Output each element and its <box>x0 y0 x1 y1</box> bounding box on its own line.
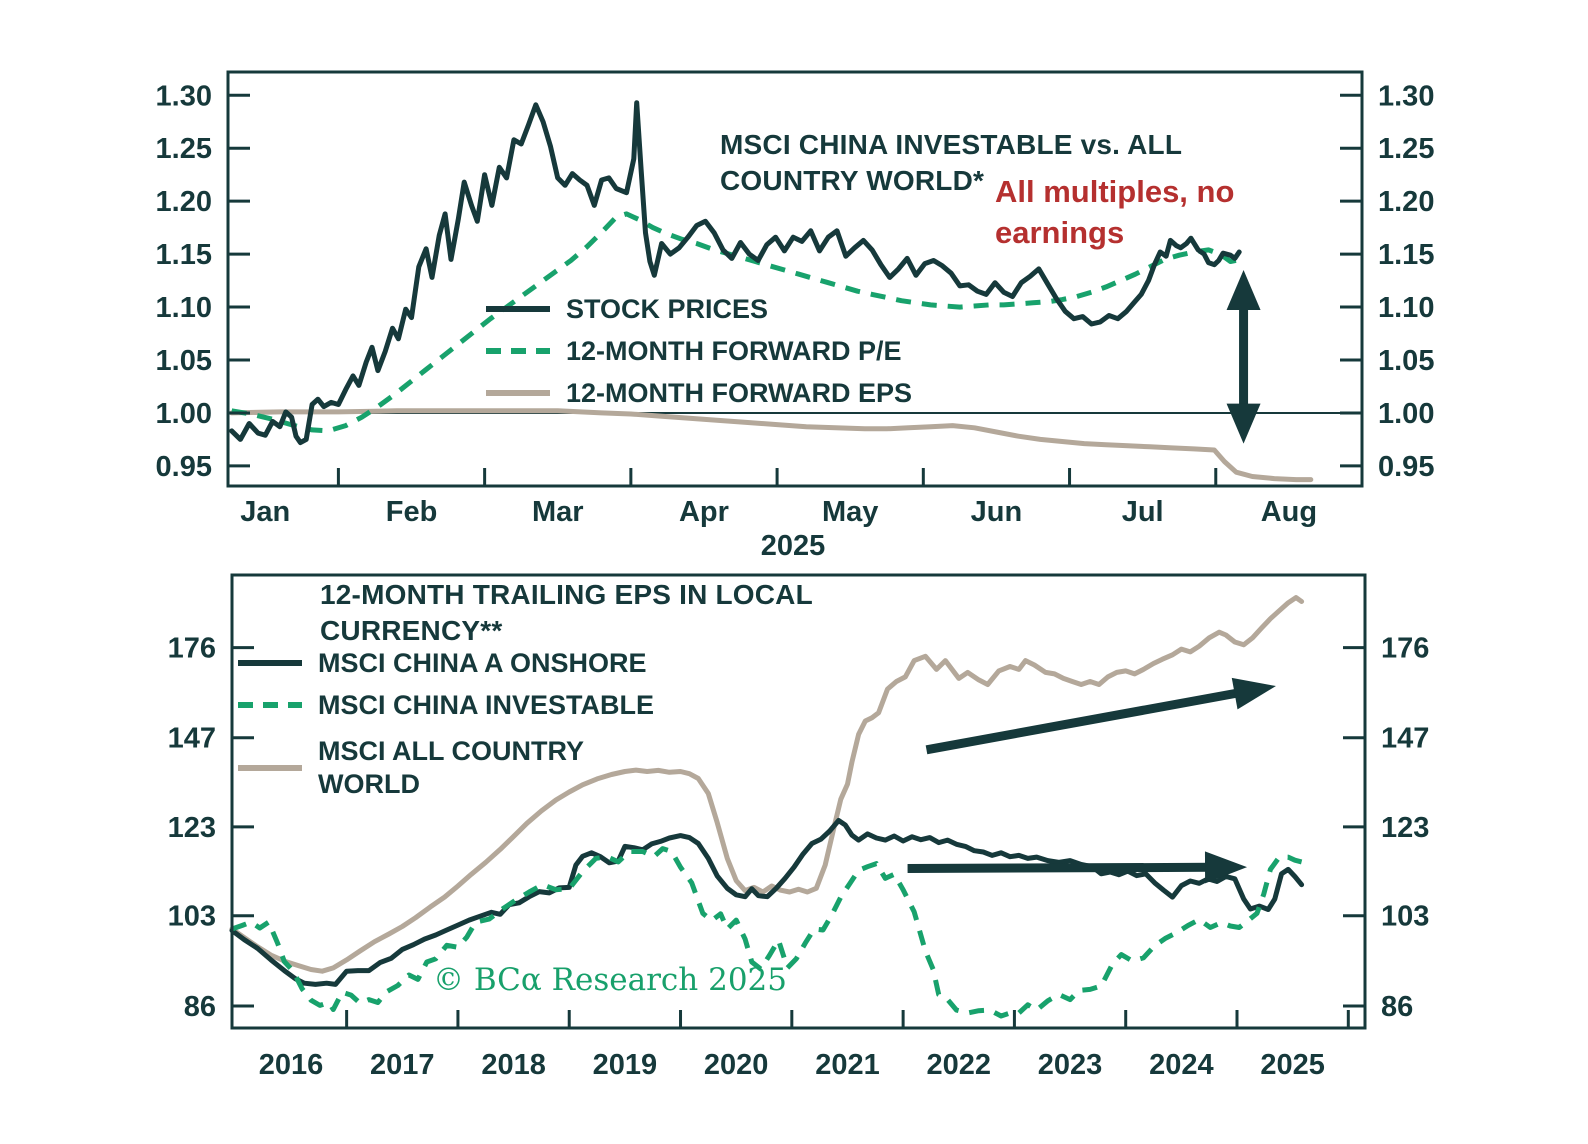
bottom-xtick-label: 2025 <box>1260 1049 1325 1081</box>
top-chart-title-line1: MSCI CHINA INVESTABLE vs. ALL <box>720 129 1183 160</box>
top-xtick-label: Jul <box>1122 496 1164 528</box>
top-ytick-label-left: 1.00 <box>156 398 212 430</box>
top-legend-label-stock: STOCK PRICES <box>566 293 769 324</box>
forward-eps-line-swatch <box>486 390 550 396</box>
bottom-plot-frame <box>230 573 1367 1030</box>
top-series-eps-line <box>229 408 1314 483</box>
top-ytick-label-right: 0.95 <box>1378 451 1434 483</box>
bottom-chart-title: 12-MONTH TRAILING EPS IN LOCAL CURRENCY*… <box>320 577 813 649</box>
top-xtick-label: Feb <box>386 496 438 528</box>
top-ytick-label-right: 1.15 <box>1378 239 1434 271</box>
bottom-xtick-label: 2016 <box>259 1049 324 1081</box>
china-a-onshore-line-swatch <box>238 660 302 666</box>
top-xtick-label: Aug <box>1261 496 1317 528</box>
bottom-series-acworld-line <box>229 595 1305 974</box>
bottom-ytick-label-right: 147 <box>1381 723 1429 755</box>
top-xtick-label: Jan <box>240 496 290 528</box>
all-country-world-line-swatch <box>238 765 302 771</box>
bottom-legend-label-investable: MSCI CHINA INVESTABLE <box>318 689 655 720</box>
bottom-ytick-label-right: 86 <box>1381 991 1413 1023</box>
bottom-xtick-label: 2019 <box>593 1049 658 1081</box>
trend-arrow-shaft <box>907 862 1212 873</box>
bottom-chart-panel: 86 86 103 103 123 123 147 147 176 176 2016 2017 2018… <box>168 573 1429 1081</box>
top-chart-title-line2: COUNTRY WORLD* <box>720 165 985 196</box>
bottom-xtick-label: 2023 <box>1038 1049 1103 1081</box>
top-xtick-label: Jun <box>971 496 1023 528</box>
bottom-ytick-label-right: 103 <box>1381 901 1429 933</box>
bottom-legend-label-onshore: MSCI CHINA A ONSHORE <box>318 647 647 678</box>
annotation-line1: All multiples, no <box>995 174 1235 209</box>
top-ytick-label-left: 1.05 <box>156 345 212 377</box>
top-ytick-label-right: 1.25 <box>1378 133 1434 165</box>
trend-arrow-head <box>1204 851 1248 884</box>
top-ytick-label-left: 1.30 <box>156 80 212 112</box>
bottom-series-onshore-line <box>229 818 1305 987</box>
bottom-xtick-label: 2021 <box>815 1049 880 1081</box>
stock-prices-line-swatch <box>486 306 550 312</box>
top-xtick-label: Apr <box>679 496 729 528</box>
top-legend-item-forward-pe: 12-MONTH FORWARD P/E <box>486 330 902 372</box>
bottom-ytick-label-left: 123 <box>168 812 216 844</box>
bottom-series-investable-line <box>231 846 1303 1019</box>
bottom-ytick-label-left: 147 <box>168 723 216 755</box>
bottom-xtick-label: 2022 <box>927 1049 992 1081</box>
bottom-ytick-label-right: 176 <box>1381 633 1429 665</box>
bottom-xtick-label: 2017 <box>370 1049 435 1081</box>
top-ytick-label-right: 1.30 <box>1378 80 1434 112</box>
top-legend-label-eps: 12-MONTH FORWARD EPS <box>566 377 913 408</box>
top-xtick-label: Mar <box>532 496 584 528</box>
bottom-ytick-label-left: 176 <box>168 633 216 665</box>
top-ytick-label-left: 1.20 <box>156 186 212 218</box>
double-arrow-head-down <box>1226 403 1261 444</box>
bottom-legend-label-acworld-line2: WORLD <box>318 769 420 799</box>
top-chart-xaxis-year: 2025 <box>760 530 826 562</box>
top-legend-item-forward-eps: 12-MONTH FORWARD EPS <box>486 372 912 414</box>
top-ytick-label-right: 1.10 <box>1378 292 1434 324</box>
china-investable-line-swatch <box>238 702 302 708</box>
top-legend-item-stock-prices: STOCK PRICES <box>486 288 768 330</box>
bottom-xtick-label: 2018 <box>481 1049 546 1081</box>
bottom-xtick-label: 2020 <box>704 1049 769 1081</box>
top-chart-annotation: All multiples, no earnings <box>995 171 1234 253</box>
forward-pe-line-swatch <box>486 348 550 354</box>
bottom-legend-item-china-investable: MSCI CHINA INVESTABLE <box>238 684 654 726</box>
top-plot-frame <box>226 70 1364 488</box>
bca-research-copyright: © BCα Research 2025 <box>432 962 788 998</box>
top-ytick-label-right: 1.20 <box>1378 186 1434 218</box>
bottom-ytick-label-left: 86 <box>184 991 216 1023</box>
bottom-chart-title-line2: CURRENCY** <box>320 615 503 646</box>
bottom-ytick-label-right: 123 <box>1381 812 1429 844</box>
bottom-legend-label-acworld-line1: MSCI ALL COUNTRY <box>318 736 584 766</box>
annotation-line2: earnings <box>995 215 1125 250</box>
bottom-legend-item-china-a-onshore: MSCI CHINA A ONSHORE <box>238 642 647 684</box>
top-legend-label-pe: 12-MONTH FORWARD P/E <box>566 335 902 366</box>
top-ytick-label-left: 0.95 <box>156 451 212 483</box>
top-xtick-label: May <box>822 496 878 528</box>
trend-arrow-shaft <box>925 688 1242 755</box>
top-ytick-label-left: 1.10 <box>156 292 212 324</box>
top-ytick-label-left: 1.15 <box>156 239 212 271</box>
bottom-legend-label-acworld: MSCI ALL COUNTRY WORLD <box>318 735 584 801</box>
bottom-chart-title-line1: 12-MONTH TRAILING EPS IN LOCAL <box>320 579 813 610</box>
top-series-pe-line <box>231 211 1242 434</box>
top-ytick-label-right: 1.05 <box>1378 345 1434 377</box>
bottom-ytick-label-left: 103 <box>168 901 216 933</box>
top-ytick-label-right: 1.00 <box>1378 398 1434 430</box>
top-series-stock-line <box>229 100 1242 446</box>
top-chart-title: MSCI CHINA INVESTABLE vs. ALL COUNTRY WO… <box>720 127 1182 199</box>
bottom-legend-item-all-country-world: MSCI ALL COUNTRY WORLD <box>238 726 584 810</box>
top-chart-panel: 0.95 0.95 1.00 1.00 1.05 1.05 1.10 1.10 1.15 1.15… <box>156 70 1434 528</box>
top-ytick-label-left: 1.25 <box>156 133 212 165</box>
trend-arrow-head <box>1231 677 1276 710</box>
double-arrow-head-up <box>1226 270 1261 310</box>
bottom-xtick-label: 2024 <box>1149 1049 1214 1081</box>
